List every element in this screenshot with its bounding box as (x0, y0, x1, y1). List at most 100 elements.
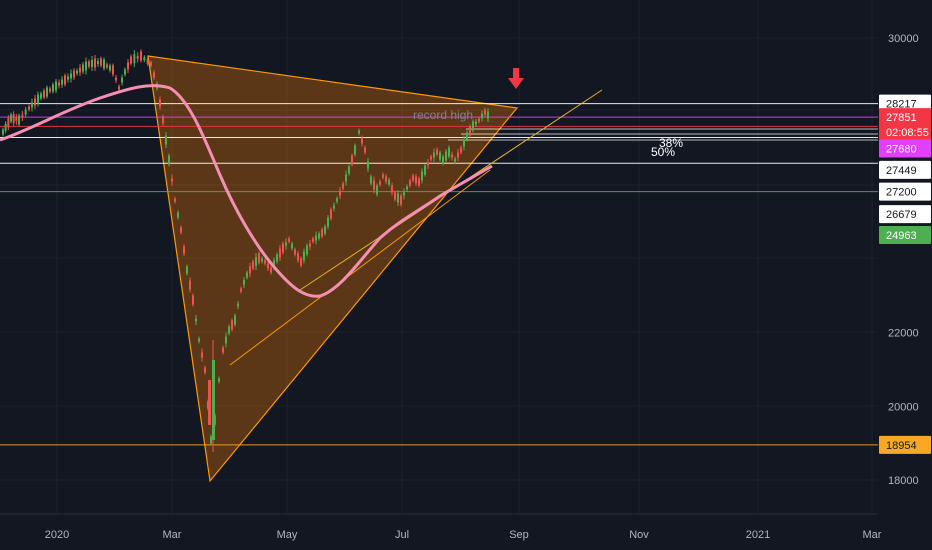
candle-body (79, 67, 81, 73)
price-tick-label: 18000 (888, 475, 919, 487)
candle-body (279, 248, 281, 258)
candle-body (270, 267, 272, 273)
candle-body (442, 156, 444, 164)
candle-body (267, 263, 269, 269)
candle-body (243, 280, 245, 285)
candle-body (24, 109, 27, 115)
candle-body (312, 238, 314, 242)
candle-body (282, 243, 284, 253)
candle-body (198, 338, 200, 342)
candle-body (174, 198, 176, 202)
candle-body (2, 129, 4, 135)
candle-body (315, 235, 317, 241)
candle-body (276, 254, 278, 262)
price-badge-label: 02:08:55 (886, 127, 929, 139)
candle-body (487, 111, 489, 119)
candle-body (12, 114, 15, 124)
candle-body (436, 149, 438, 155)
fib-50-label: 50% (651, 145, 675, 159)
candle-body (136, 55, 139, 59)
candle-body (258, 253, 260, 263)
record-high-label: record high (413, 108, 473, 122)
candle-body (168, 155, 170, 165)
candle-body (186, 266, 188, 274)
time-tick-label: Nov (629, 529, 649, 541)
candle-body (143, 57, 146, 61)
price-axis-background (879, 0, 932, 550)
candle-body (339, 190, 341, 196)
candle-body (177, 212, 179, 218)
price-badge (879, 139, 931, 158)
candle-body (85, 61, 87, 71)
candle-body (150, 62, 152, 66)
candle-body (189, 280, 191, 290)
candle-body (97, 61, 99, 64)
candle-body (430, 156, 432, 160)
candle-body (231, 320, 233, 330)
candle-body (354, 145, 356, 155)
candle-body (351, 155, 353, 165)
price-badge (879, 160, 931, 179)
time-tick-label: May (277, 529, 298, 541)
time-tick-label: Sep (509, 529, 529, 541)
candle-body (121, 77, 123, 83)
candle-body (4, 123, 7, 131)
time-tick-label: Jul (395, 529, 409, 541)
candle-body (70, 73, 72, 79)
candle-body (481, 113, 483, 119)
price-badge (879, 108, 931, 127)
candle-body (345, 174, 347, 182)
trend-line-lower (229, 169, 491, 366)
candle-body (49, 88, 51, 92)
candle-body (37, 94, 39, 104)
candle-body (208, 380, 211, 425)
candle-body (469, 126, 471, 136)
candle-body (388, 179, 390, 185)
price-badge-label: 27680 (886, 144, 917, 156)
candle-body (418, 178, 420, 186)
candle-body (333, 205, 335, 209)
candle-body (273, 260, 275, 268)
candle-body (73, 70, 75, 78)
candle-body (457, 152, 459, 158)
candle-body (10, 114, 12, 122)
candle-body (348, 166, 350, 174)
candle-body (100, 58, 102, 66)
candle-body (406, 186, 408, 190)
candle-body (94, 58, 96, 68)
candle-body (225, 336, 227, 344)
candle-body (212, 360, 215, 440)
candle-body (180, 227, 182, 233)
price-badge (879, 435, 931, 454)
candle-body (82, 64, 84, 72)
price-badge-label: 27851 (886, 112, 917, 124)
candle-body (261, 258, 263, 262)
candle-body (133, 54, 136, 64)
candle-body (454, 158, 456, 162)
time-tick-label: Mar (163, 529, 182, 541)
candle-body (15, 117, 18, 121)
candle-body (109, 65, 111, 71)
candle-body (318, 233, 320, 239)
candle-body (451, 154, 453, 158)
candle-body (373, 180, 375, 190)
price-tick-label: 20000 (888, 401, 919, 413)
candle-body (336, 198, 338, 202)
price-badge-label: 18954 (886, 440, 917, 452)
candle-body (288, 238, 290, 242)
candle-body (40, 93, 42, 99)
candle-body (76, 70, 78, 74)
candle-body (204, 367, 206, 373)
candle-body (115, 77, 117, 81)
candle-body (106, 64, 108, 68)
candle-body (183, 246, 185, 254)
candle-body (448, 147, 450, 157)
candle-body (146, 58, 149, 64)
candle-body (55, 81, 57, 91)
time-axis: 2020 Mar May Jul Sep Nov 2021 Mar (0, 513, 882, 541)
candle-body (228, 326, 230, 334)
annotations: record high 38% 50% (413, 68, 683, 159)
